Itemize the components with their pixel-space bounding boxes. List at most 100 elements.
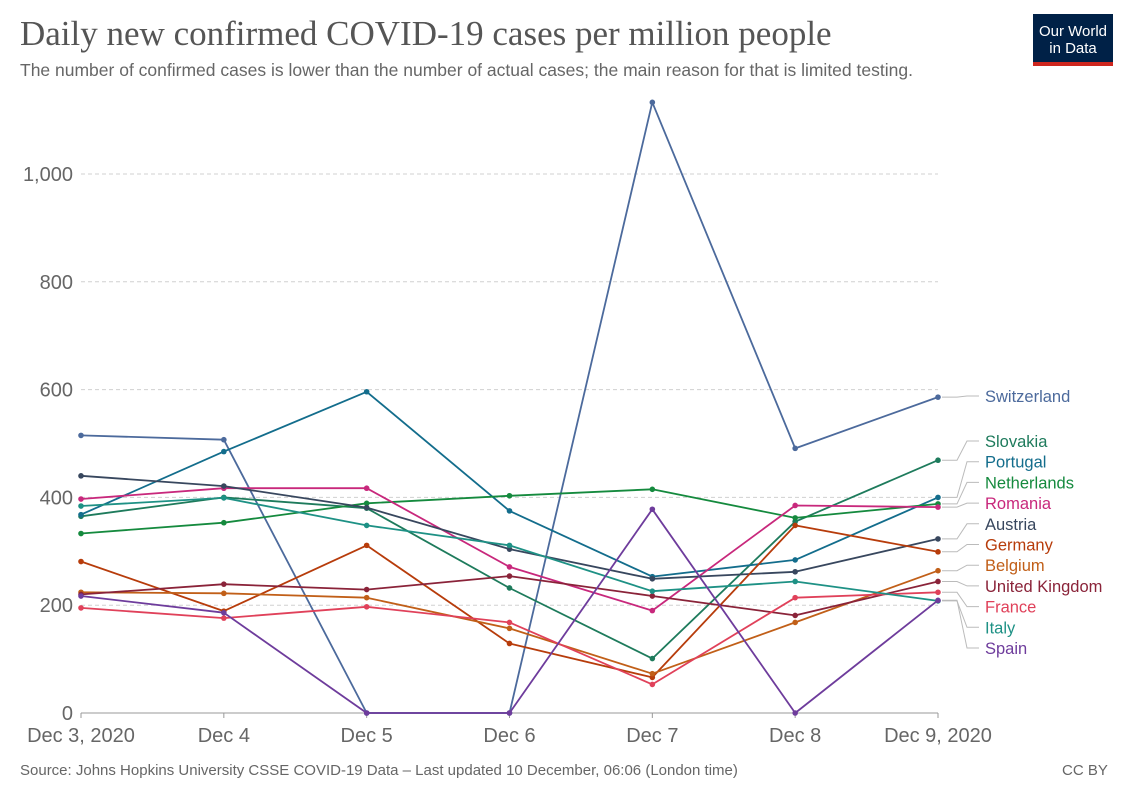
data-point-switzerland[interactable] [221, 436, 227, 443]
data-point-germany[interactable] [792, 522, 798, 529]
legend-connector-united-kingdom [942, 581, 979, 587]
data-point-spain[interactable] [792, 710, 798, 716]
legend-connector-france [942, 591, 979, 608]
data-point-switzerland[interactable] [792, 445, 798, 452]
data-point-united-kingdom[interactable] [506, 573, 513, 579]
data-point-france[interactable] [78, 605, 84, 611]
data-point-austria[interactable] [792, 568, 798, 575]
data-point-spain[interactable] [649, 506, 656, 513]
legend-label-slovakia[interactable]: Slovakia [985, 433, 1048, 451]
y-tick-label: 800 [40, 272, 73, 294]
data-point-slovakia[interactable] [506, 585, 513, 591]
data-point-france[interactable] [649, 681, 656, 688]
data-point-portugal[interactable] [221, 448, 227, 455]
legend-label-switzerland[interactable]: Switzerland [985, 388, 1070, 406]
data-point-netherlands[interactable] [792, 515, 798, 521]
data-point-slovakia[interactable] [649, 655, 656, 662]
data-point-germany[interactable] [935, 549, 941, 555]
data-point-italy[interactable] [506, 542, 513, 549]
data-point-netherlands[interactable] [363, 500, 370, 507]
data-point-united-kingdom[interactable] [363, 586, 370, 593]
legend-label-italy[interactable]: Italy [985, 619, 1016, 637]
data-point-italy[interactable] [221, 495, 227, 501]
data-point-france[interactable] [935, 589, 941, 596]
data-point-netherlands[interactable] [649, 486, 656, 493]
legend-connector-portugal [942, 461, 979, 498]
data-point-austria[interactable] [363, 504, 370, 511]
x-tick-label: Dec 8 [769, 725, 821, 747]
data-point-france[interactable] [221, 615, 227, 621]
legend-label-spain[interactable]: Spain [985, 640, 1027, 658]
data-point-united-kingdom[interactable] [221, 581, 227, 587]
legend-connector-romania [942, 502, 979, 508]
data-point-portugal[interactable] [792, 557, 798, 563]
data-point-belgium[interactable] [221, 590, 227, 597]
data-point-austria[interactable] [935, 536, 941, 542]
data-point-romania[interactable] [506, 564, 513, 570]
data-point-austria[interactable] [649, 575, 656, 582]
data-point-portugal[interactable] [363, 388, 370, 395]
legend-label-netherlands[interactable]: Netherlands [985, 474, 1074, 492]
data-point-romania[interactable] [935, 504, 941, 510]
owid-logo[interactable]: Our World in Data [1033, 14, 1113, 66]
license-link[interactable]: CC BY [1062, 762, 1108, 779]
data-point-germany[interactable] [363, 542, 370, 549]
legend-label-austria[interactable]: Austria [985, 516, 1037, 534]
data-point-romania[interactable] [78, 496, 84, 502]
series-lines [78, 99, 941, 716]
data-point-italy[interactable] [363, 522, 370, 529]
series-line-united-kingdom[interactable] [80, 575, 939, 617]
data-point-romania[interactable] [649, 607, 656, 614]
data-point-belgium[interactable] [506, 625, 513, 632]
legend-label-romania[interactable]: Romania [985, 495, 1052, 513]
data-point-italy[interactable] [792, 578, 798, 585]
legend-connector-italy [942, 600, 979, 628]
y-tick-label: 0 [62, 703, 73, 725]
data-point-belgium[interactable] [649, 670, 656, 677]
legend-label-germany[interactable]: Germany [985, 537, 1054, 555]
legend-label-portugal[interactable]: Portugal [985, 454, 1046, 472]
chart-subtitle: The number of confirmed cases is lower t… [20, 60, 913, 80]
data-point-portugal[interactable] [78, 511, 84, 518]
data-point-united-kingdom[interactable] [792, 612, 798, 619]
data-point-italy[interactable] [78, 503, 84, 509]
data-point-austria[interactable] [221, 483, 227, 489]
data-point-switzerland[interactable] [78, 432, 84, 439]
data-point-spain[interactable] [78, 593, 84, 599]
data-point-united-kingdom[interactable] [935, 578, 941, 585]
data-point-slovakia[interactable] [935, 457, 941, 464]
legend-label-united-kingdom[interactable]: United Kingdom [985, 578, 1102, 596]
data-point-netherlands[interactable] [221, 519, 227, 526]
data-point-netherlands[interactable] [506, 492, 513, 499]
data-point-spain[interactable] [506, 710, 513, 716]
source-note: Source: Johns Hopkins University CSSE CO… [20, 762, 738, 779]
data-point-italy[interactable] [649, 588, 656, 594]
data-point-spain[interactable] [221, 609, 227, 616]
data-point-germany[interactable] [506, 640, 513, 647]
data-point-netherlands[interactable] [78, 530, 84, 537]
data-point-austria[interactable] [78, 473, 84, 479]
data-point-portugal[interactable] [506, 508, 513, 514]
legend-label-france[interactable]: France [985, 599, 1036, 617]
data-point-france[interactable] [506, 619, 513, 626]
data-point-switzerland[interactable] [935, 394, 941, 400]
y-tick-label: 600 [40, 380, 73, 402]
x-tick-label: Dec 7 [626, 725, 678, 747]
legend-label-belgium[interactable]: Belgium [985, 557, 1045, 575]
data-point-switzerland[interactable] [649, 99, 656, 106]
data-point-belgium[interactable] [935, 567, 941, 574]
data-point-belgium[interactable] [792, 619, 798, 626]
data-point-romania[interactable] [363, 485, 370, 492]
data-point-spain[interactable] [935, 597, 941, 604]
data-point-portugal[interactable] [935, 494, 941, 501]
legend-connector-austria [942, 523, 979, 540]
data-point-united-kingdom[interactable] [649, 593, 656, 599]
data-point-france[interactable] [363, 604, 370, 610]
data-point-spain[interactable] [363, 710, 370, 716]
data-point-germany[interactable] [78, 558, 84, 565]
data-point-romania[interactable] [792, 502, 798, 509]
data-point-france[interactable] [792, 594, 798, 601]
legend-connector-switzerland [942, 395, 979, 398]
data-point-belgium[interactable] [363, 594, 370, 601]
x-tick-label: Dec 4 [198, 725, 250, 747]
